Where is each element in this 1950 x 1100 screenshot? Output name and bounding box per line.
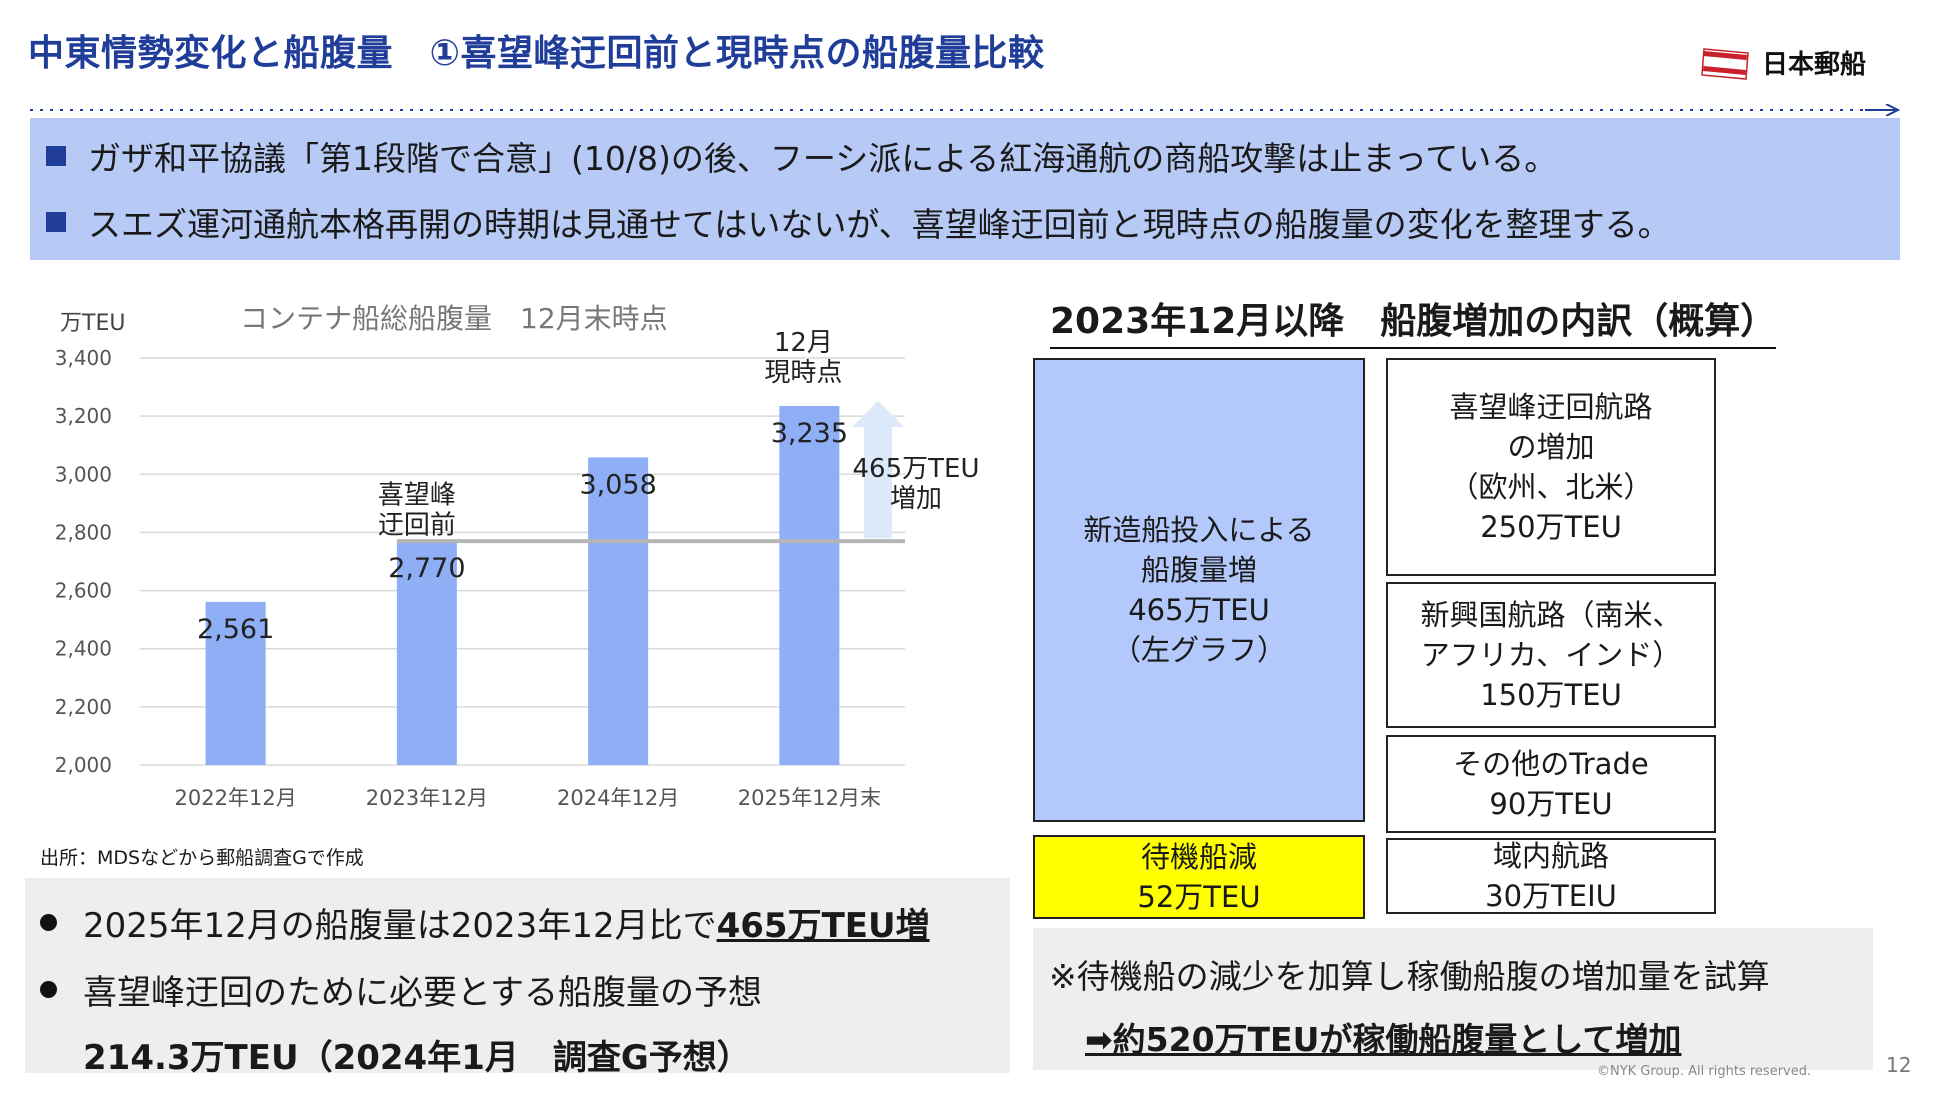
box-text: 465万TEU — [1128, 593, 1270, 627]
estimate-note-box: ※待機船の減少を加算し稼働船腹の増加量を試算 ➡約520万TEUが稼働船腹量とし… — [1033, 928, 1873, 1070]
chart-title: コンテナ船総船腹量 12月末時点 — [240, 302, 668, 335]
x-tick-label: 2025年12月末 — [738, 786, 881, 810]
x-tick-label: 2024年12月 — [557, 786, 679, 810]
box-text: 52万TEU — [1137, 880, 1261, 914]
x-tick-label: 2023年12月 — [366, 786, 488, 810]
before-cape-annotation: 喜望峰 — [378, 480, 456, 510]
note-line: ※待機船の減少を加算し稼働船腹の増加量を試算 — [1049, 957, 1770, 996]
data-label: 3,235 — [771, 418, 848, 449]
y-tick-label: 3,400 — [55, 346, 112, 370]
flag-icon — [1701, 47, 1749, 80]
newbuild-box: 新造船投入による 船腹量増 465万TEU （左グラフ） — [1033, 358, 1365, 822]
box-text: 待機船減 — [1140, 840, 1257, 874]
breakdown-title: 2023年12月以降 船腹増加の内訳（概算） — [1050, 292, 1777, 349]
banner-text: ガザ和平協議「第1段階で合意」(10/8)の後、フーシ派による紅海通航の商船攻撃… — [88, 139, 1558, 178]
banner-bullet: ガザ和平協議「第1段階で合意」(10/8)の後、フーシ派による紅海通航の商船攻撃… — [46, 132, 1557, 180]
summary-emphasis: 465万TEU増 — [716, 906, 930, 946]
summary-banner: ガザ和平協議「第1段階で合意」(10/8)の後、フーシ派による紅海通航の商船攻撃… — [30, 118, 1900, 260]
increase-arrow — [852, 400, 904, 539]
summary-item: 2025年12月の船腹量は2023年12月比で 465万TEU増 — [40, 898, 930, 947]
bullet-icon — [40, 981, 57, 998]
box-text: 域内航路 — [1492, 839, 1609, 873]
bar — [588, 457, 649, 765]
square-bullet-icon — [46, 146, 66, 166]
y-tick-label: 3,000 — [55, 462, 112, 486]
summary-text: 2025年12月の船腹量は2023年12月比で — [83, 906, 717, 946]
title-divider — [30, 104, 1900, 116]
cape-route-box: 喜望峰迂回航路 の増加 （欧州、北米） 250万TEU — [1386, 358, 1716, 576]
data-label: 2,770 — [388, 553, 465, 584]
before-cape-annotation: 迂回前 — [378, 510, 456, 540]
data-label: 2,561 — [197, 614, 274, 645]
note-conclusion: ➡約520万TEUが稼働船腹量として増加 — [1085, 1020, 1682, 1059]
box-text: 喜望峰迂回航路 — [1449, 390, 1653, 424]
emerging-routes-box: 新興国航路（南米、 アフリカ、インド） 150万TEU — [1386, 582, 1716, 728]
bar — [396, 541, 457, 765]
summary-text: 喜望峰迂回のために必要とする船腹量の予想 — [83, 973, 762, 1013]
banner-text: スエズ運河通航本格再開の時期は見通せてはいないが、喜望峰迂回前と現時点の船腹量の… — [88, 205, 1671, 244]
increase-annotation: 465万TEU — [853, 454, 980, 484]
copyright: ©NYK Group. All rights reserved. — [1597, 1064, 1812, 1079]
box-text: 30万TEIU — [1485, 879, 1617, 913]
y-tick-label: 2,800 — [55, 520, 112, 544]
logo-text: 日本郵船 — [1762, 50, 1867, 80]
y-tick-label: 2,600 — [55, 579, 112, 603]
intra-region-box: 域内航路 30万TEIU — [1386, 838, 1716, 914]
box-text: 新造船投入による — [1083, 513, 1315, 547]
box-text: 250万TEU — [1480, 510, 1622, 544]
banner-bullet: スエズ運河通航本格再開の時期は見通せてはいないが、喜望峰迂回前と現時点の船腹量の… — [46, 198, 1671, 246]
left-summary-box: 2025年12月の船腹量は2023年12月比で 465万TEU増 喜望峰迂回のため… — [25, 878, 1010, 1078]
bar — [205, 601, 266, 765]
box-text: 船腹量増 — [1140, 553, 1257, 587]
box-text: の増加 — [1507, 430, 1595, 464]
increase-annotation: 増加 — [890, 484, 942, 514]
box-text: 新興国航路（南米、 — [1420, 598, 1682, 632]
current-annotation: 現時点 — [764, 358, 842, 388]
bullet-icon — [40, 914, 57, 931]
bar — [779, 405, 840, 765]
source-note: 出所：MDSなどから郵船調査Gで作成 — [40, 847, 364, 869]
container-capacity-chart: 万TEU コンテナ船総船腹量 12月末時点 2,000 2,200 2,400 2,600… — [55, 302, 980, 810]
box-text: （左グラフ） — [1111, 633, 1286, 667]
box-text: アフリカ、インド） — [1420, 638, 1682, 672]
company-logo: 日本郵船 — [1700, 44, 1866, 81]
square-bullet-icon — [46, 212, 66, 232]
other-trade-box: その他のTrade 90万TEU — [1386, 735, 1716, 833]
data-label: 3,058 — [579, 469, 656, 500]
page-number: 12 — [1886, 1053, 1912, 1077]
page-title: 中東情勢変化と船腹量 ①喜望峰迂回前と現時点の船腹量比較 — [28, 33, 1045, 74]
summary-item: 喜望峰迂回のために必要とする船腹量の予想 — [40, 965, 762, 1014]
y-tick-label: 2,200 — [55, 695, 112, 719]
box-text: 90万TEU — [1489, 787, 1613, 821]
box-text: その他のTrade — [1453, 747, 1649, 781]
y-tick-label: 2,000 — [55, 753, 112, 777]
y-tick-label: 2,400 — [55, 637, 112, 661]
idle-reduction-box: 待機船減 52万TEU — [1033, 835, 1365, 919]
box-text: （欧州、北米） — [1449, 470, 1653, 504]
y-tick-label: 3,200 — [55, 404, 112, 428]
x-tick-label: 2022年12月 — [175, 786, 297, 810]
summary-forecast: 214.3万TEU（2024年1月 調査G予想） — [83, 1038, 751, 1078]
y-axis-unit: 万TEU — [60, 311, 125, 336]
box-text: 150万TEU — [1480, 678, 1622, 712]
current-annotation: 12月 — [774, 328, 833, 358]
